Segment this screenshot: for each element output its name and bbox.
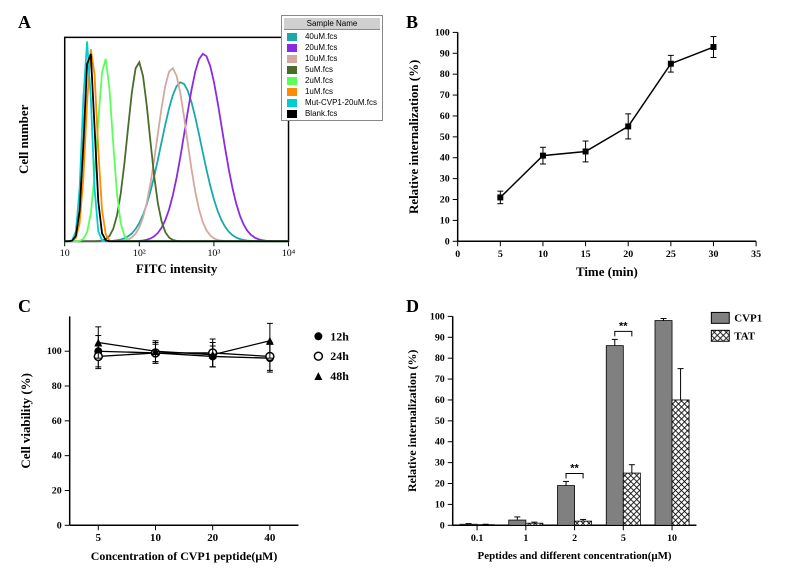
- panel-c: C 5 10 20 40 0 20 40 60 80 100 Concentration of CV…: [10, 294, 388, 568]
- svg-text:80: 80: [52, 381, 62, 392]
- svg-text:0: 0: [440, 520, 445, 531]
- svg-text:**: **: [570, 462, 579, 474]
- svg-text:25: 25: [666, 249, 676, 260]
- svg-text:80: 80: [440, 69, 450, 80]
- svg-text:10: 10: [667, 533, 677, 544]
- svg-text:Relative internalization (%): Relative internalization (%): [405, 349, 419, 491]
- svg-text:**: **: [619, 320, 628, 332]
- svg-text:TAT: TAT: [734, 330, 756, 342]
- svg-text:100: 100: [47, 346, 62, 357]
- svg-text:0.1: 0.1: [471, 533, 483, 544]
- panel-d: D 01020304050607080901000.112510Peptides…: [398, 294, 776, 568]
- svg-text:30: 30: [440, 174, 450, 185]
- svg-text:60: 60: [440, 111, 450, 122]
- svg-text:10: 10: [60, 248, 70, 259]
- svg-text:10: 10: [435, 499, 445, 510]
- svg-text:1: 1: [523, 533, 528, 544]
- panel-b-chart: 0 5 10 15 20 25 30 35 0 10 20 30 40 50 60 70 80 90 100 Time…: [398, 10, 776, 284]
- svg-text:FITC intensity: FITC intensity: [136, 261, 218, 276]
- svg-text:70: 70: [435, 374, 445, 385]
- svg-text:Cell viability (%): Cell viability (%): [18, 373, 33, 468]
- legend-header: Sample Name: [284, 18, 380, 30]
- svg-text:40: 40: [435, 436, 445, 447]
- svg-text:10: 10: [150, 532, 161, 544]
- svg-text:30: 30: [435, 457, 445, 468]
- svg-text:100: 100: [430, 311, 445, 322]
- svg-text:40: 40: [52, 450, 62, 461]
- svg-text:5: 5: [498, 249, 503, 260]
- panel-d-chart: 01020304050607080901000.112510Peptides a…: [398, 294, 776, 568]
- svg-text:50: 50: [440, 132, 450, 143]
- svg-text:Time (min): Time (min): [576, 264, 638, 279]
- svg-text:5: 5: [96, 532, 102, 544]
- svg-text:15: 15: [581, 249, 591, 260]
- svg-text:5: 5: [621, 533, 626, 544]
- svg-text:80: 80: [435, 353, 445, 364]
- svg-text:20: 20: [52, 485, 62, 496]
- svg-text:Relative internalization (%): Relative internalization (%): [406, 60, 421, 214]
- svg-text:10²: 10²: [133, 248, 146, 259]
- svg-text:30: 30: [709, 249, 719, 260]
- svg-text:CVP1: CVP1: [734, 312, 762, 324]
- svg-text:50: 50: [435, 415, 445, 426]
- panel-c-chart: 5 10 20 40 0 20 40 60 80 100 Concentration of CVP1…: [10, 294, 388, 568]
- svg-text:40: 40: [440, 153, 450, 164]
- panel-a-legend: Sample Name 40uM.fcs20uM.fcs10uM.fcs5uM.…: [281, 15, 383, 121]
- svg-text:20: 20: [623, 249, 633, 260]
- svg-text:40: 40: [264, 532, 275, 544]
- svg-text:24h: 24h: [330, 349, 349, 363]
- svg-text:10: 10: [538, 249, 548, 260]
- svg-text:10: 10: [440, 215, 450, 226]
- svg-text:2: 2: [572, 533, 577, 544]
- svg-text:90: 90: [435, 332, 445, 343]
- svg-text:12h: 12h: [330, 329, 349, 343]
- panel-c-label: C: [18, 296, 31, 317]
- svg-text:0: 0: [455, 249, 460, 260]
- panel-b: B 0 5 10 15 20 25 30 35 0 10 20 30 40 50 60 70 80 90 100 Ti…: [398, 10, 776, 284]
- svg-text:60: 60: [435, 395, 445, 406]
- svg-text:90: 90: [440, 48, 450, 59]
- svg-text:10⁴: 10⁴: [282, 248, 296, 259]
- panel-a: A 10 10² 10³ 10⁴ FITC intensity Cell number S…: [10, 10, 388, 284]
- svg-text:35: 35: [751, 249, 761, 260]
- svg-text:Concentration of CVP1 peptide(: Concentration of CVP1 peptide(μM): [91, 549, 278, 563]
- svg-text:10³: 10³: [207, 248, 220, 259]
- panel-d-label: D: [406, 296, 419, 317]
- svg-text:100: 100: [435, 27, 450, 38]
- svg-text:Cell number: Cell number: [16, 104, 31, 174]
- svg-text:0: 0: [445, 236, 450, 247]
- svg-text:48h: 48h: [330, 369, 349, 383]
- svg-text:20: 20: [435, 478, 445, 489]
- svg-text:60: 60: [52, 415, 62, 426]
- svg-text:0: 0: [57, 520, 62, 531]
- panel-a-label: A: [18, 12, 31, 33]
- panel-b-label: B: [406, 12, 418, 33]
- svg-text:20: 20: [440, 194, 450, 205]
- svg-text:20: 20: [207, 532, 218, 544]
- svg-text:70: 70: [440, 90, 450, 101]
